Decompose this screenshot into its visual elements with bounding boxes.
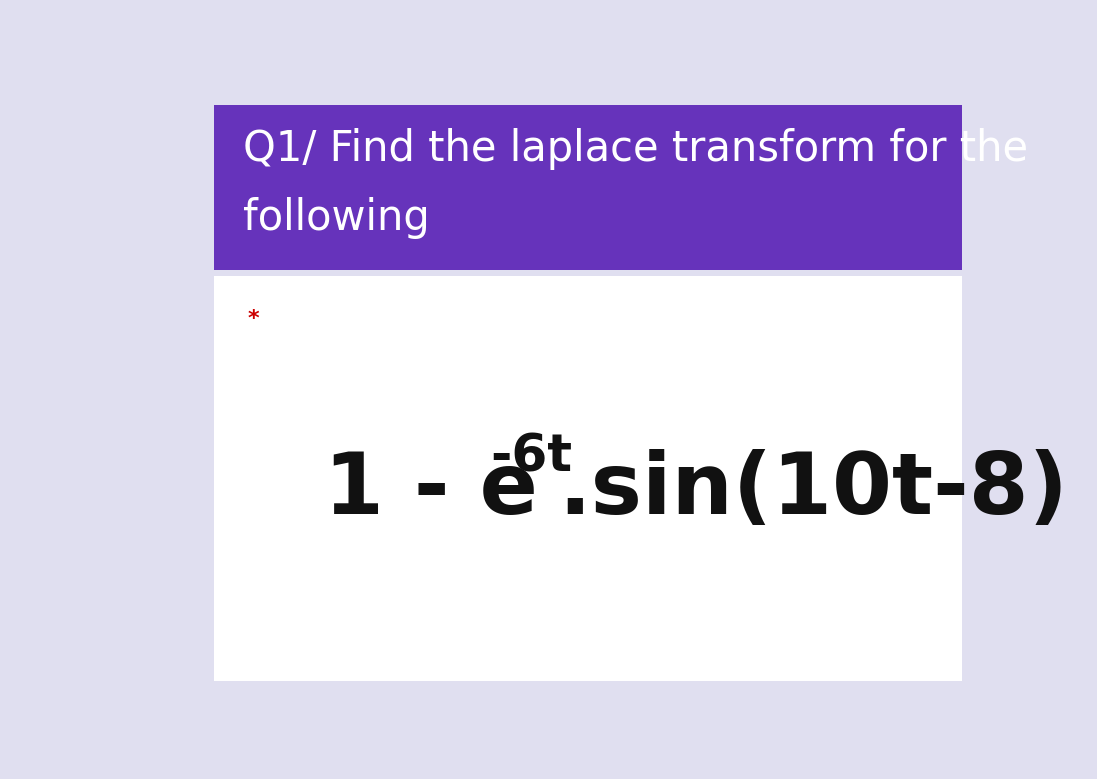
FancyBboxPatch shape (214, 105, 962, 270)
Text: .sin(10t-8): .sin(10t-8) (558, 449, 1067, 532)
FancyBboxPatch shape (214, 277, 962, 682)
Text: *: * (248, 309, 259, 330)
Text: 1 - e: 1 - e (325, 449, 538, 532)
Text: Q1/ Find the laplace transform for the: Q1/ Find the laplace transform for the (244, 129, 1029, 171)
Text: following: following (244, 197, 430, 239)
Text: -6t: -6t (490, 433, 572, 483)
